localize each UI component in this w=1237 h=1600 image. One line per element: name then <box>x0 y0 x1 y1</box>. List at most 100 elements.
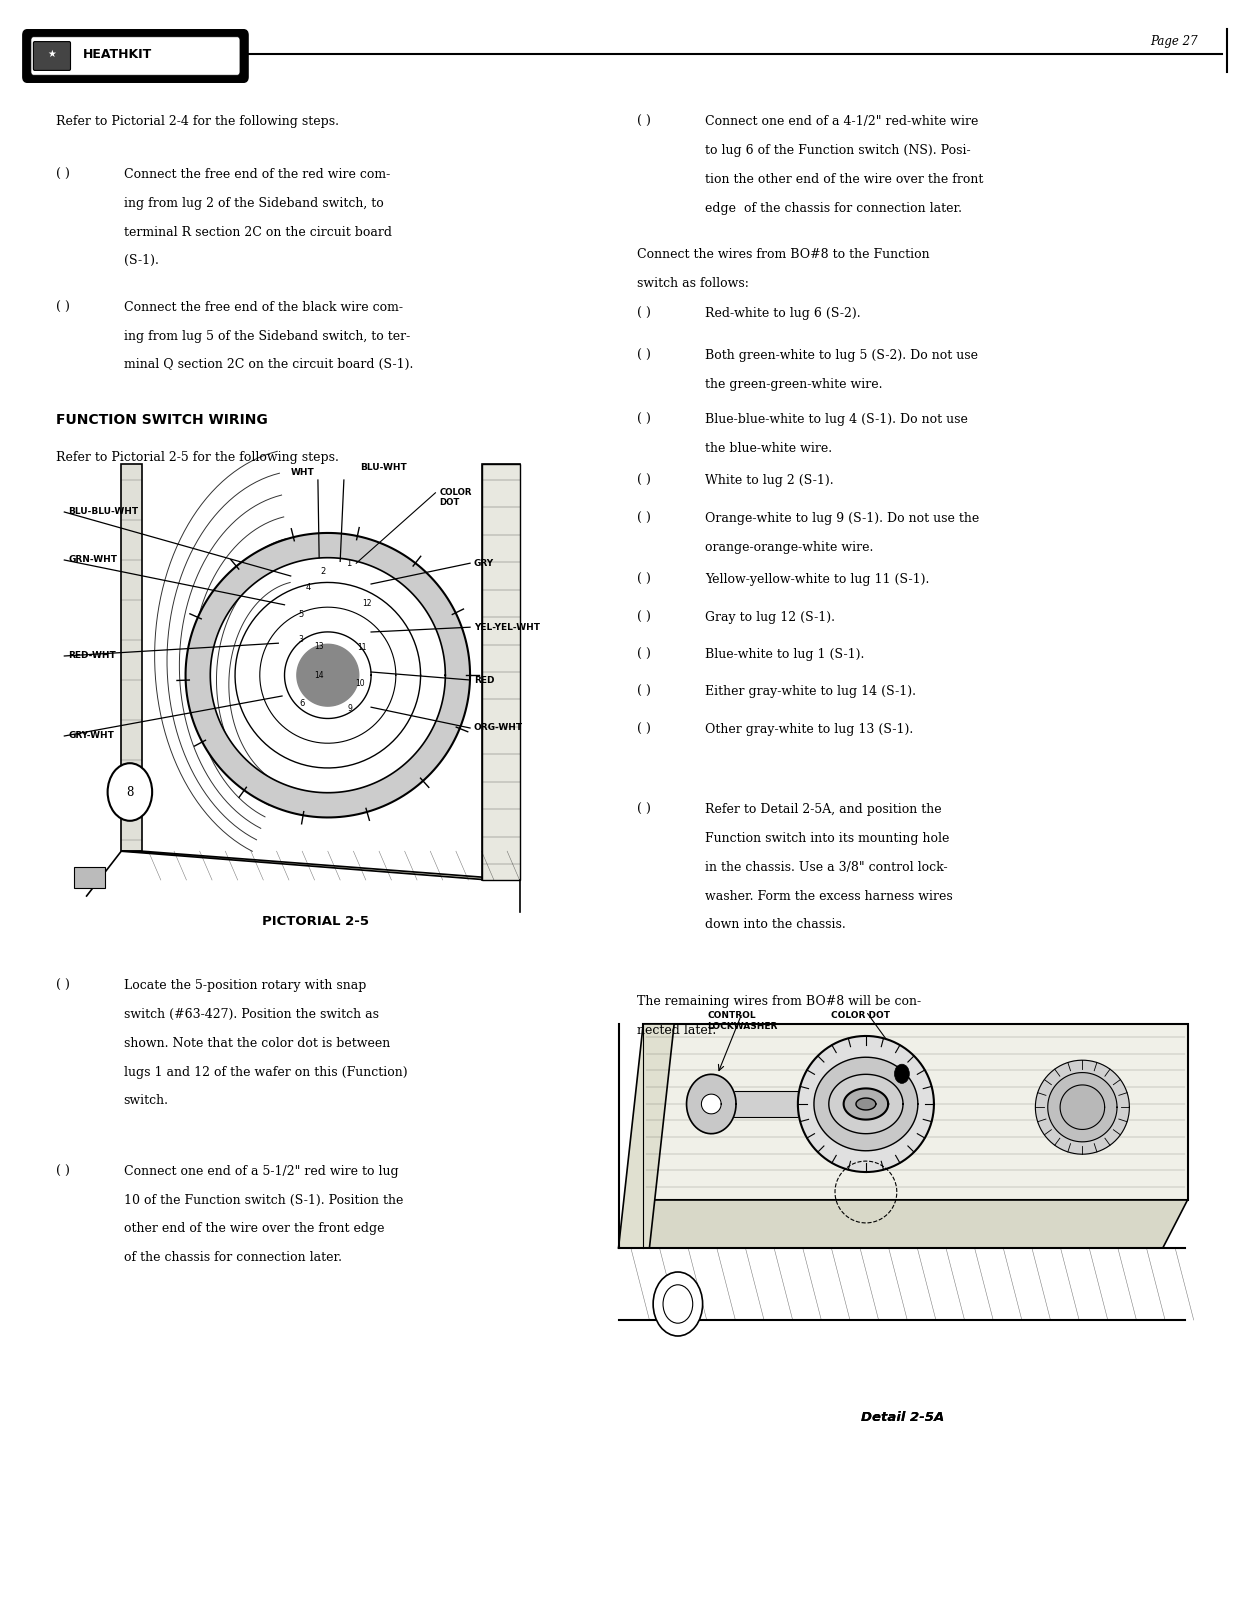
Text: 5: 5 <box>298 610 303 619</box>
Text: 1: 1 <box>346 558 351 568</box>
Text: switch (#63-427). Position the switch as: switch (#63-427). Position the switch as <box>124 1008 379 1021</box>
Polygon shape <box>814 1058 918 1150</box>
Text: (S-1).: (S-1). <box>124 254 158 267</box>
Polygon shape <box>1060 1085 1105 1130</box>
Text: orange-orange-white wire.: orange-orange-white wire. <box>705 541 873 554</box>
Text: GRN-WHT: GRN-WHT <box>68 555 118 565</box>
Text: Connect one end of a 5-1/2" red wire to lug: Connect one end of a 5-1/2" red wire to … <box>124 1165 398 1178</box>
Polygon shape <box>297 645 359 706</box>
Text: PICTORIAL 2-5: PICTORIAL 2-5 <box>262 915 369 928</box>
Text: Connect the wires from BO#8 to the Function: Connect the wires from BO#8 to the Funct… <box>637 248 930 261</box>
Text: Refer to Pictorial 2-4 for the following steps.: Refer to Pictorial 2-4 for the following… <box>56 115 339 128</box>
Text: ( ): ( ) <box>637 413 651 426</box>
Text: RED-WHT: RED-WHT <box>68 651 116 661</box>
Text: GRY-WHT: GRY-WHT <box>68 731 114 741</box>
Text: ( ): ( ) <box>637 803 651 816</box>
Text: WHT: WHT <box>291 467 315 477</box>
Text: Orange-white to lug 9 (S-1). Do not use the: Orange-white to lug 9 (S-1). Do not use … <box>705 512 980 525</box>
FancyBboxPatch shape <box>24 30 247 82</box>
Polygon shape <box>618 1200 1188 1248</box>
Text: the green-green-white wire.: the green-green-white wire. <box>705 378 882 390</box>
Text: ( ): ( ) <box>637 115 651 128</box>
Text: ( ): ( ) <box>637 349 651 362</box>
Text: HEATHKIT: HEATHKIT <box>83 48 152 61</box>
Text: Gray to lug 12 (S-1).: Gray to lug 12 (S-1). <box>705 611 835 624</box>
Text: Function switch into its mounting hole: Function switch into its mounting hole <box>705 832 950 845</box>
Text: BLU-BLU-WHT: BLU-BLU-WHT <box>68 507 139 517</box>
Text: Connect the free end of the red wire com-: Connect the free end of the red wire com… <box>124 168 390 181</box>
Text: Blue-white to lug 1 (S-1).: Blue-white to lug 1 (S-1). <box>705 648 865 661</box>
Text: ★: ★ <box>47 50 57 59</box>
Text: Both green-white to lug 5 (S-2). Do not use: Both green-white to lug 5 (S-2). Do not … <box>705 349 978 362</box>
Text: ( ): ( ) <box>637 573 651 586</box>
Polygon shape <box>856 1098 876 1110</box>
Text: Page 27: Page 27 <box>1149 35 1197 48</box>
Text: ( ): ( ) <box>56 979 69 992</box>
Text: lugs 1 and 12 of the wafer on this (Function): lugs 1 and 12 of the wafer on this (Func… <box>124 1066 407 1078</box>
Circle shape <box>894 1064 909 1083</box>
Text: 8: 8 <box>126 786 134 798</box>
Polygon shape <box>74 867 105 888</box>
Polygon shape <box>687 1074 736 1134</box>
Text: other end of the wire over the front edge: other end of the wire over the front edg… <box>124 1222 385 1235</box>
Polygon shape <box>724 1091 798 1117</box>
Text: ( ): ( ) <box>56 1165 69 1178</box>
Text: ( ): ( ) <box>56 168 69 181</box>
Polygon shape <box>844 1088 888 1120</box>
Polygon shape <box>829 1074 903 1134</box>
Text: Yellow-yellow-white to lug 11 (S-1).: Yellow-yellow-white to lug 11 (S-1). <box>705 573 929 586</box>
Text: ( ): ( ) <box>637 723 651 736</box>
Text: ( ): ( ) <box>56 301 69 314</box>
Polygon shape <box>1035 1061 1129 1154</box>
Text: RED: RED <box>474 675 495 685</box>
Text: 3: 3 <box>298 635 303 645</box>
Text: Detail 2-5A: Detail 2-5A <box>861 1411 945 1424</box>
FancyBboxPatch shape <box>33 42 71 70</box>
Text: Connect one end of a 4-1/2" red-white wire: Connect one end of a 4-1/2" red-white wi… <box>705 115 978 128</box>
Text: COLOR
DOT: COLOR DOT <box>439 488 471 507</box>
Text: 10 of the Function switch (S-1). Position the: 10 of the Function switch (S-1). Positio… <box>124 1194 403 1206</box>
Text: ( ): ( ) <box>637 307 651 320</box>
Text: 6: 6 <box>299 699 304 709</box>
Text: ing from lug 2 of the Sideband switch, to: ing from lug 2 of the Sideband switch, t… <box>124 197 383 210</box>
Text: switch as follows:: switch as follows: <box>637 277 748 290</box>
Text: Refer to Detail 2-5A, and position the: Refer to Detail 2-5A, and position the <box>705 803 941 816</box>
Text: YEL-YEL-WHT: YEL-YEL-WHT <box>474 622 539 632</box>
Text: 10: 10 <box>355 678 365 688</box>
Polygon shape <box>121 851 520 880</box>
Text: Red-white to lug 6 (S-2).: Red-white to lug 6 (S-2). <box>705 307 861 320</box>
Text: washer. Form the excess harness wires: washer. Form the excess harness wires <box>705 890 952 902</box>
Text: ( ): ( ) <box>637 512 651 525</box>
Text: edge  of the chassis for connection later.: edge of the chassis for connection later… <box>705 202 962 214</box>
Text: 11: 11 <box>357 643 367 653</box>
Text: shown. Note that the color dot is between: shown. Note that the color dot is betwee… <box>124 1037 390 1050</box>
Text: the blue-white wire.: the blue-white wire. <box>705 442 833 454</box>
Text: to lug 6 of the Function switch (NS). Posi-: to lug 6 of the Function switch (NS). Po… <box>705 144 971 157</box>
Text: 14: 14 <box>314 670 324 680</box>
Text: ( ): ( ) <box>637 474 651 486</box>
Polygon shape <box>482 464 520 880</box>
Polygon shape <box>643 1024 1188 1200</box>
Text: in the chassis. Use a 3/8" control lock-: in the chassis. Use a 3/8" control lock- <box>705 861 948 874</box>
Text: Locate the 5-position rotary with snap: Locate the 5-position rotary with snap <box>124 979 366 992</box>
Text: COLOR DOT: COLOR DOT <box>831 1011 891 1021</box>
Polygon shape <box>1048 1072 1117 1142</box>
Text: Detail 2-5A: Detail 2-5A <box>861 1411 945 1424</box>
Text: FUNCTION SWITCH WIRING: FUNCTION SWITCH WIRING <box>56 413 267 427</box>
Circle shape <box>108 763 152 821</box>
Text: ing from lug 5 of the Sideband switch, to ter-: ing from lug 5 of the Sideband switch, t… <box>124 330 409 342</box>
Circle shape <box>653 1272 703 1336</box>
Text: 9: 9 <box>348 704 353 714</box>
Text: Refer to Pictorial 2-5 for the following steps.: Refer to Pictorial 2-5 for the following… <box>56 451 339 464</box>
Text: ( ): ( ) <box>637 648 651 661</box>
Text: ( ): ( ) <box>637 611 651 624</box>
Text: switch.: switch. <box>124 1094 168 1107</box>
Polygon shape <box>482 464 520 880</box>
Polygon shape <box>186 533 470 818</box>
Text: Either gray-white to lug 14 (S-1).: Either gray-white to lug 14 (S-1). <box>705 685 917 698</box>
Text: CONTROL
LOCKWASHER: CONTROL LOCKWASHER <box>708 1011 778 1030</box>
Text: ( ): ( ) <box>637 685 651 698</box>
Text: 4: 4 <box>306 582 310 592</box>
Polygon shape <box>701 1094 721 1114</box>
Text: Blue-blue-white to lug 4 (S-1). Do not use: Blue-blue-white to lug 4 (S-1). Do not u… <box>705 413 969 426</box>
